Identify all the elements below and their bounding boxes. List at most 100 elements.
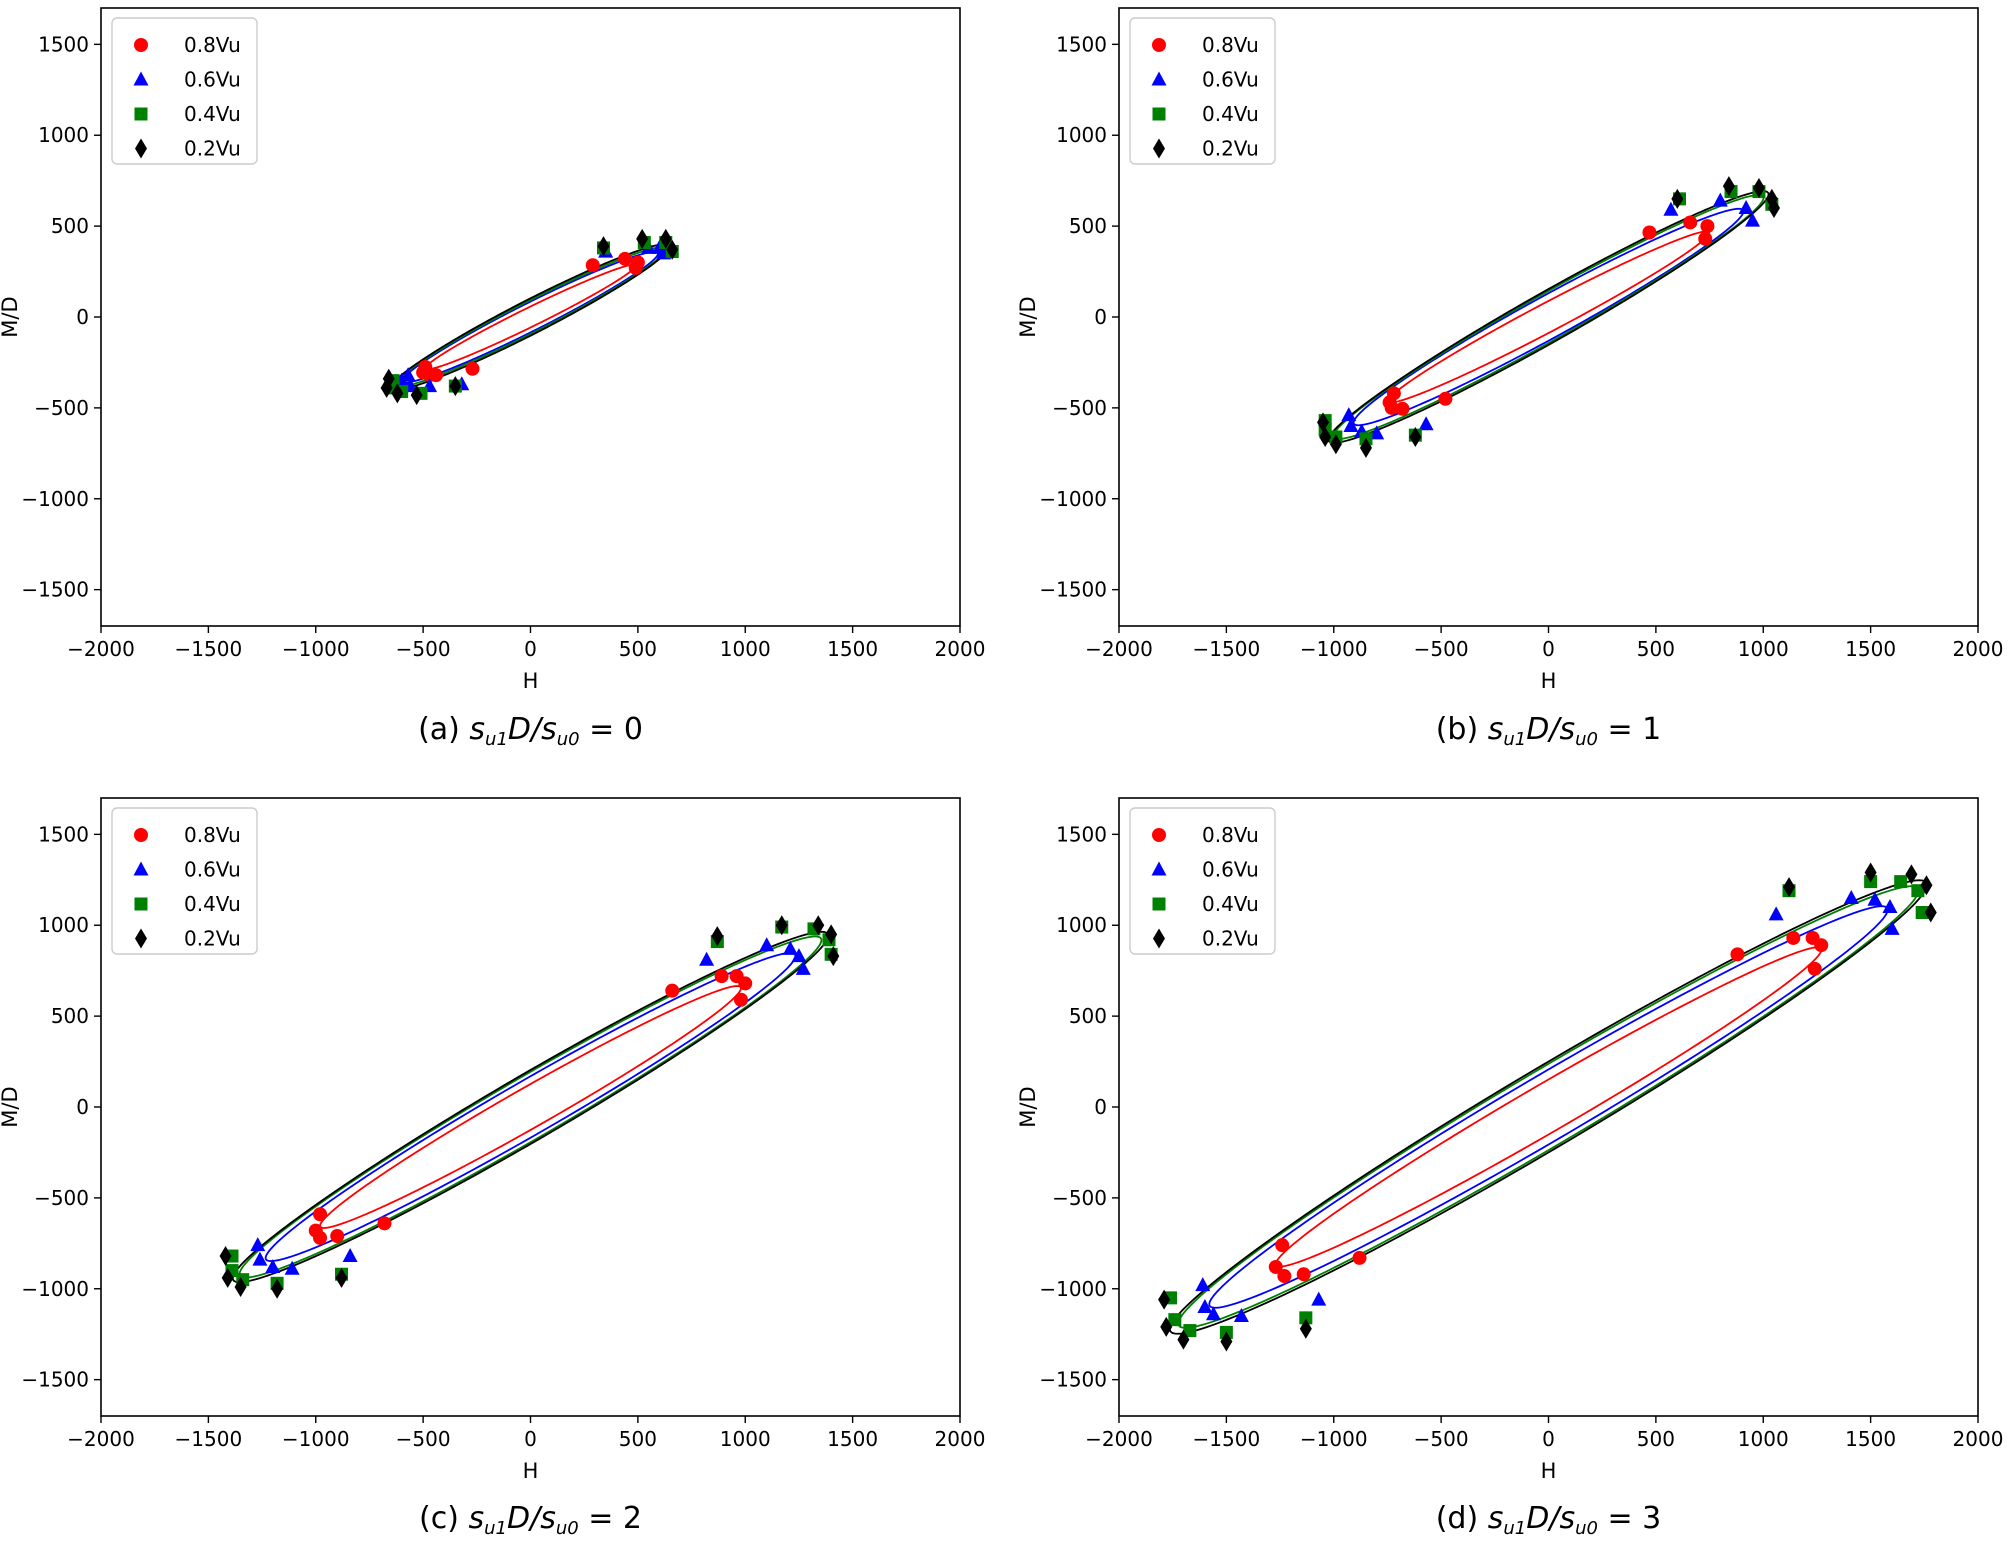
x-tick-label: 1000 bbox=[720, 637, 771, 661]
x-tick-label: −1500 bbox=[175, 637, 243, 661]
data-point-06Vu-8 bbox=[1745, 212, 1761, 227]
data-point-06Vu-3 bbox=[1197, 1298, 1213, 1313]
data-point-06Vu-6 bbox=[759, 937, 775, 952]
y-axis-label: M/D bbox=[1016, 1086, 1040, 1127]
data-point-06Vu-2 bbox=[265, 1258, 281, 1273]
data-point-06Vu-5 bbox=[1663, 201, 1679, 216]
x-axis-label: H bbox=[1541, 1459, 1557, 1483]
legend-label-02Vu: 0.2Vu bbox=[1202, 137, 1259, 161]
legend-marker-08Vu bbox=[134, 828, 148, 842]
y-tick-label: 500 bbox=[1069, 1004, 1107, 1028]
x-tick-label: −2000 bbox=[1085, 637, 1153, 661]
legend-label-02Vu: 0.2Vu bbox=[184, 927, 241, 951]
y-tick-label: −1500 bbox=[21, 1368, 89, 1392]
x-tick-label: −500 bbox=[396, 637, 451, 661]
caption-rhs: = 3 bbox=[1598, 1501, 1661, 1536]
series-curve-06Vu bbox=[264, 952, 797, 1262]
data-point-06Vu-8 bbox=[1882, 899, 1898, 914]
plot-area bbox=[1317, 176, 1780, 458]
x-tick-label: −1000 bbox=[282, 1427, 350, 1451]
legend-box bbox=[1129, 807, 1276, 955]
x-tick-label: −1500 bbox=[175, 1427, 243, 1451]
data-point-08Vu-0 bbox=[1352, 1250, 1367, 1265]
x-axis-label: H bbox=[1541, 669, 1557, 693]
caption-subscript: u0 bbox=[557, 729, 580, 750]
x-tick-label: 1500 bbox=[827, 637, 878, 661]
x-tick-label: 0 bbox=[524, 1427, 537, 1451]
series-curve-08Vu bbox=[424, 263, 637, 371]
data-point-02Vu-3 bbox=[1359, 437, 1372, 458]
y-tick-label: −500 bbox=[34, 396, 89, 420]
y-tick-label: 1000 bbox=[1056, 913, 1107, 937]
legend-box bbox=[111, 17, 258, 165]
legend-label-08Vu: 0.8Vu bbox=[1202, 823, 1259, 847]
data-point-08Vu-8 bbox=[1698, 231, 1713, 246]
caption-rhs: = 0 bbox=[580, 712, 643, 747]
data-point-08Vu-4 bbox=[1275, 1238, 1290, 1253]
caption-subscript: u0 bbox=[556, 1518, 579, 1539]
data-point-02Vu-4 bbox=[449, 376, 462, 397]
x-tick-label: 0 bbox=[1542, 1427, 1555, 1451]
data-point-02Vu-5 bbox=[597, 236, 610, 257]
data-point-02Vu-6 bbox=[1722, 176, 1735, 197]
data-point-06Vu-0 bbox=[1311, 1291, 1327, 1306]
data-point-08Vu-8 bbox=[1814, 938, 1829, 953]
legend-marker-02Vu bbox=[1153, 928, 1165, 949]
legend-marker-08Vu bbox=[134, 38, 148, 52]
data-point-02Vu-8 bbox=[666, 239, 679, 260]
data-point-06Vu-3 bbox=[1343, 418, 1359, 433]
panel-caption: (a) su1D/su0 = 0 bbox=[418, 712, 643, 750]
data-point-08Vu-1 bbox=[1395, 401, 1410, 416]
data-point-06Vu-7 bbox=[1867, 891, 1883, 906]
series-curve-08Vu bbox=[319, 985, 742, 1229]
caption-var: s bbox=[540, 1501, 556, 1536]
legend-label-08Vu: 0.8Vu bbox=[1202, 33, 1259, 57]
data-point-02Vu-0 bbox=[219, 1246, 232, 1267]
series-curve-08Vu bbox=[1274, 946, 1823, 1268]
data-point-02Vu-5 bbox=[1671, 188, 1684, 209]
series-curve-04Vu bbox=[1177, 885, 1920, 1329]
x-tick-label: −1000 bbox=[282, 637, 350, 661]
data-point-02Vu-3 bbox=[410, 385, 423, 406]
caption-subscript: u1 bbox=[1503, 1518, 1526, 1539]
panel-d: −2000 −1500 −1000 −500 0 500 1000 1500 2000 −1500… bbox=[1016, 797, 2003, 1539]
data-point-08Vu-0 bbox=[377, 1216, 392, 1231]
y-tick-label: 0 bbox=[1094, 305, 1107, 329]
x-tick-label: 500 bbox=[1637, 637, 1675, 661]
x-tick-label: 1500 bbox=[1845, 637, 1896, 661]
caption-slash: / bbox=[1546, 712, 1562, 747]
legend-marker-04Vu bbox=[1152, 897, 1166, 911]
legend-label-06Vu: 0.6Vu bbox=[184, 858, 241, 882]
data-point-04Vu-7 bbox=[1894, 875, 1908, 889]
y-tick-label: −500 bbox=[1052, 396, 1107, 420]
x-tick-label: −1500 bbox=[1193, 637, 1261, 661]
data-point-02Vu-7 bbox=[812, 915, 825, 936]
data-point-08Vu-6 bbox=[617, 251, 632, 266]
data-point-08Vu-1 bbox=[330, 1229, 345, 1244]
panel-caption: (b) su1D/su0 = 1 bbox=[1436, 712, 1662, 750]
panel-c: −2000 −1500 −1000 −500 0 500 1000 1500 2000 −1500… bbox=[0, 797, 985, 1539]
series-curve-04Vu bbox=[394, 246, 667, 388]
data-point-08Vu-1 bbox=[1296, 1267, 1311, 1282]
x-tick-label: 2000 bbox=[935, 637, 986, 661]
data-point-02Vu-9 bbox=[827, 946, 840, 967]
legend-marker-06Vu bbox=[1151, 861, 1167, 876]
data-point-08Vu-4 bbox=[313, 1207, 328, 1222]
data-point-02Vu-3 bbox=[271, 1278, 284, 1299]
x-axis-label: H bbox=[523, 1459, 539, 1483]
legend-label-02Vu: 0.2Vu bbox=[1202, 927, 1259, 951]
data-point-04Vu-2 bbox=[1183, 1324, 1197, 1338]
legend-label-04Vu: 0.4Vu bbox=[1202, 892, 1259, 916]
y-tick-label: −500 bbox=[34, 1186, 89, 1210]
data-point-08Vu-5 bbox=[1730, 947, 1745, 962]
y-tick-label: −1500 bbox=[21, 578, 89, 602]
data-point-06Vu-7 bbox=[782, 940, 798, 955]
data-point-08Vu-8 bbox=[628, 260, 643, 275]
y-tick-label: −1000 bbox=[1039, 1277, 1107, 1301]
x-tick-label: −1000 bbox=[1300, 637, 1368, 661]
caption-var: s bbox=[541, 712, 557, 747]
data-point-06Vu-1 bbox=[1369, 425, 1385, 440]
panel-caption: (c) su1D/su0 = 2 bbox=[419, 1501, 642, 1539]
caption-slash: / bbox=[527, 1501, 543, 1536]
caption-var: D bbox=[1526, 712, 1549, 747]
